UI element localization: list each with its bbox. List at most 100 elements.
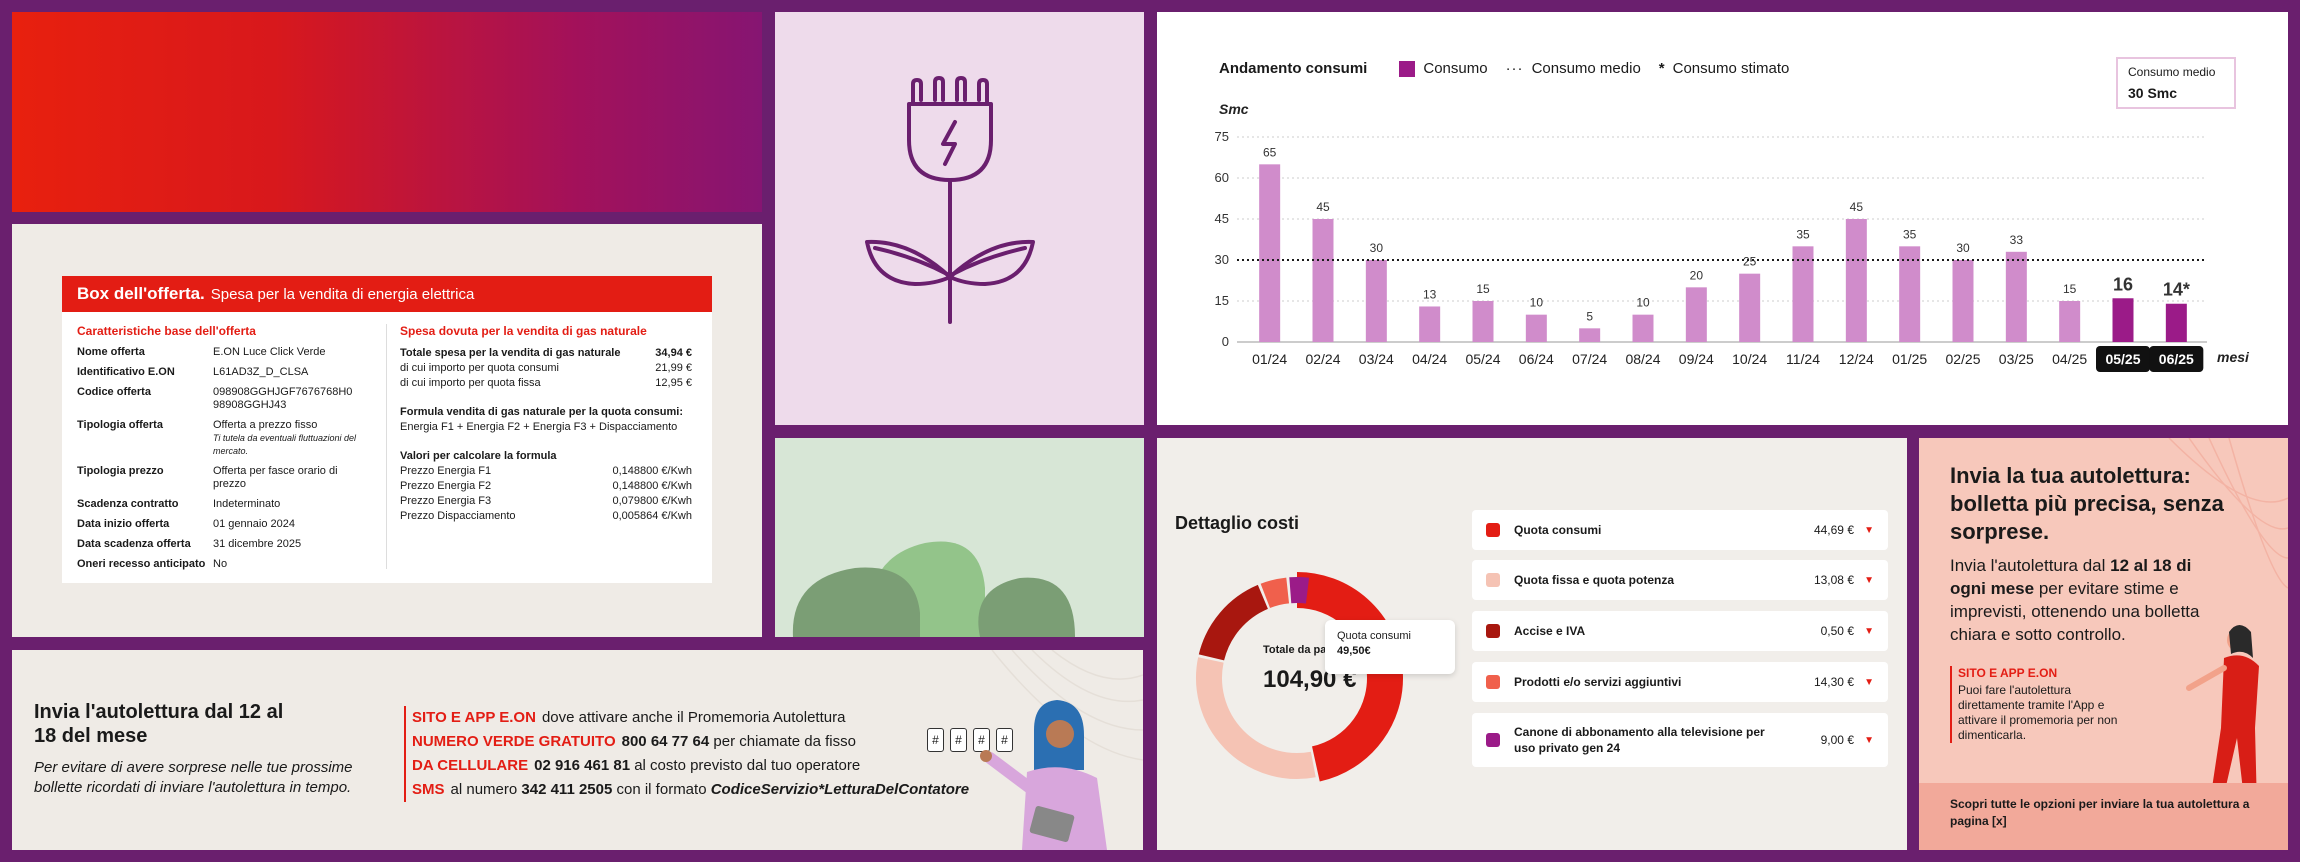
offer-row-key: Nome offerta bbox=[77, 346, 145, 358]
x-tick-label: 08/24 bbox=[1625, 351, 1660, 367]
chevron-down-icon[interactable]: ▼ bbox=[1864, 676, 1874, 688]
key-icon: # bbox=[996, 728, 1013, 752]
total-label: Totale spesa per la vendita di gas natur… bbox=[400, 347, 621, 359]
donut-slice bbox=[1260, 577, 1290, 609]
price-label: Prezzo Energia F1 bbox=[400, 465, 492, 477]
bar-value-label: 15 bbox=[1476, 282, 1490, 296]
price-label: Prezzo Energia F3 bbox=[400, 495, 492, 507]
legend-consumo-stimato: * Consumo stimato bbox=[1658, 60, 1790, 77]
price-row: Prezzo Energia F1 0,148800 €/Kwh bbox=[400, 464, 692, 479]
price-value: 0,079800 €/Kwh bbox=[612, 495, 692, 507]
offer-row-key: Data scadenza offerta bbox=[77, 538, 191, 550]
x-tick-label: 04/24 bbox=[1412, 351, 1447, 367]
bar-value-label: 16 bbox=[2113, 274, 2133, 294]
key-icon: # bbox=[950, 728, 967, 752]
x-tick-label: 02/24 bbox=[1305, 351, 1340, 367]
keypad-keys: # # # # bbox=[927, 728, 1019, 752]
x-tick-label: 10/24 bbox=[1732, 351, 1767, 367]
y-tick-label: 60 bbox=[1215, 170, 1229, 185]
x-tick-label: 09/24 bbox=[1679, 351, 1714, 367]
x-tick-label: 01/25 bbox=[1892, 351, 1927, 367]
offer-header-subtitle: Spesa per la vendita di energia elettric… bbox=[210, 285, 475, 303]
channel-text: per chiamate da fisso bbox=[713, 733, 856, 750]
cost-color-swatch bbox=[1486, 624, 1500, 638]
cost-value: 0,50 € bbox=[1820, 624, 1854, 638]
offer-row-value: E.ON Luce Click Verde bbox=[213, 346, 326, 358]
legend-label: Consumo medio bbox=[1531, 60, 1641, 77]
channel-app: SITO E APP E.ON dove attivare anche il Pr… bbox=[404, 706, 969, 730]
y-axis-label: Smc bbox=[1219, 101, 1249, 117]
promo-text: Invia l'autolettura dal 12 al 18 di ogni… bbox=[1950, 554, 2230, 646]
offer-row-value: 01 gennaio 2024 bbox=[213, 518, 295, 530]
average-value: 30 Smc bbox=[2128, 85, 2178, 101]
cost-label: Prodotti e/o servizi aggiuntivi bbox=[1514, 675, 1682, 689]
cost-item[interactable]: Accise e IVA 0,50 € ▼ bbox=[1472, 611, 1888, 651]
promo-background-lines bbox=[2168, 438, 2288, 589]
bar bbox=[1952, 260, 1974, 342]
bar-value-label: 10 bbox=[1636, 296, 1650, 310]
chart-legend: Andamento consumi Consumo ··· Consumo med… bbox=[1219, 60, 1807, 77]
bar-value-label: 20 bbox=[1690, 268, 1704, 282]
bar-value-label: 15 bbox=[2063, 282, 2077, 296]
offer-row-value: 31 dicembre 2025 bbox=[213, 538, 302, 550]
chevron-down-icon[interactable]: ▼ bbox=[1864, 625, 1874, 637]
person-with-tablet-illustration bbox=[980, 700, 1107, 850]
offer-row: Data inizio offerta 01 gennaio 2024 bbox=[77, 518, 377, 531]
bar bbox=[2005, 251, 2027, 342]
cost-label: Quota fissa e quota potenza bbox=[1514, 573, 1675, 587]
bar bbox=[2059, 301, 2081, 342]
price-row: Prezzo Energia F2 0,148800 €/Kwh bbox=[400, 479, 692, 494]
divider bbox=[386, 324, 387, 569]
offer-row-key: Tipologia prezzo bbox=[77, 465, 164, 477]
bar-value-label: 13 bbox=[1423, 287, 1437, 301]
sms-format: CodiceServizio*LetturaDelContatore bbox=[710, 781, 970, 798]
offer-row-value: Offerta a prezzo fisso Ti tutela da event… bbox=[213, 419, 373, 458]
legend-label: Consumo stimato bbox=[1672, 60, 1790, 77]
chevron-down-icon[interactable]: ▼ bbox=[1864, 574, 1874, 586]
cost-item[interactable]: Prodotti e/o servizi aggiuntivi 14,30 € ▼ bbox=[1472, 662, 1888, 702]
offer-panel: Box dell'offerta. Spesa per la vendita d… bbox=[12, 224, 762, 637]
promo-title: Invia la tua autolettura: bolletta più p… bbox=[1950, 463, 2224, 544]
plug-flower-icon bbox=[865, 76, 1035, 324]
cost-item[interactable]: Quota consumi 44,69 € ▼ bbox=[1472, 510, 1888, 550]
channel-sms: SMS al numero 342 411 2505 con il formato… bbox=[404, 778, 969, 802]
self-reading-panel: Invia l'autolettura dal 12 al 18 del mes… bbox=[12, 650, 1143, 850]
channel-tag: DA CELLULARE bbox=[412, 757, 529, 774]
price-row: Prezzo Energia F3 0,079800 €/Kwh bbox=[400, 494, 692, 509]
total-value: 34,94 € bbox=[655, 347, 692, 359]
bar bbox=[1419, 306, 1441, 342]
channel-number: 342 411 2505 bbox=[521, 781, 613, 798]
offer-row: Data scadenza offerta 31 dicembre 2025 bbox=[77, 538, 377, 551]
bar bbox=[1632, 314, 1654, 342]
price-label: Prezzo Energia F2 bbox=[400, 480, 492, 492]
bar-value-label: 45 bbox=[1850, 200, 1864, 214]
bar-chart: Smc mesi 0 15 30 45 60 75 65 01/24 45 02/24 30 03/2… bbox=[1215, 101, 2250, 372]
key-icon: # bbox=[927, 728, 944, 752]
offer-row-key: Scadenza contratto bbox=[77, 498, 179, 510]
chevron-down-icon[interactable]: ▼ bbox=[1864, 734, 1874, 746]
cost-item[interactable]: Quota fissa e quota potenza 13,08 € ▼ bbox=[1472, 560, 1888, 600]
offer-costs-title: Spesa dovuta per la vendita di gas natur… bbox=[400, 324, 647, 338]
x-tick-label: 03/25 bbox=[1999, 351, 2034, 367]
bar bbox=[1899, 246, 1921, 342]
sub-value: 12,95 € bbox=[655, 377, 692, 389]
bar bbox=[1685, 287, 1707, 342]
cost-item[interactable]: Canone di abbonamento alla televisione p… bbox=[1472, 713, 1888, 767]
bar bbox=[1365, 260, 1387, 342]
x-tick-label: 03/24 bbox=[1359, 351, 1394, 367]
tooltip-value: 49,50€ bbox=[1337, 645, 1371, 657]
average-label: Consumo medio bbox=[2128, 65, 2216, 79]
x-tick-label: 05/24 bbox=[1465, 351, 1500, 367]
offer-row: Scadenza contratto Indeterminato bbox=[77, 498, 377, 511]
bar-value-label: 33 bbox=[2010, 233, 2024, 247]
donut-slice bbox=[1198, 584, 1269, 661]
channel-tag: NUMERO VERDE GRATUITO bbox=[412, 733, 616, 750]
cost-value: 13,08 € bbox=[1813, 573, 1854, 587]
chevron-down-icon[interactable]: ▼ bbox=[1864, 524, 1874, 536]
bar bbox=[1312, 219, 1334, 342]
offer-row-value: No bbox=[213, 558, 228, 570]
channel-number: 800 64 77 64 bbox=[621, 733, 710, 750]
x-tick-label: 02/25 bbox=[1945, 351, 1980, 367]
plug-flower-panel bbox=[775, 12, 1144, 425]
offer-row-value: Offerta per fasce orario di prezzo bbox=[213, 465, 338, 490]
